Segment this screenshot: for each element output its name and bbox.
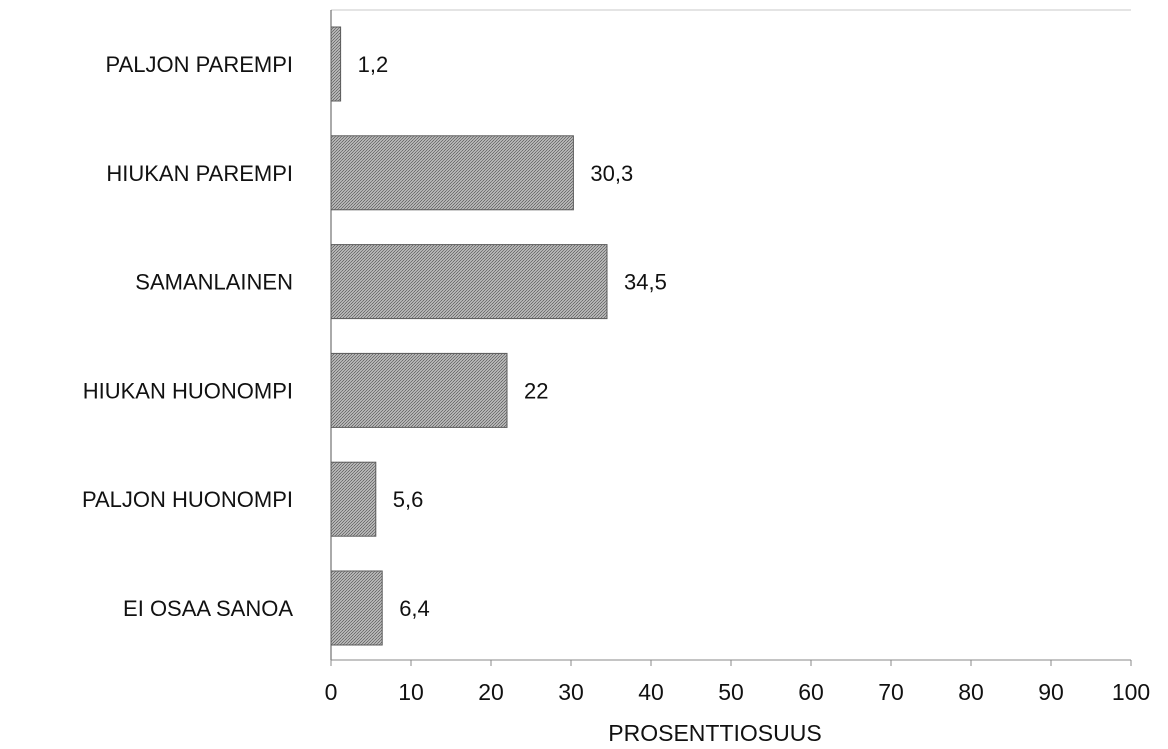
x-tick-label: 30 — [558, 679, 584, 705]
x-axis-title: PROSENTTIOSUUS — [608, 720, 821, 746]
data-label: 34,5 — [624, 270, 667, 295]
x-tick-label: 40 — [638, 679, 664, 705]
x-tick-label: 60 — [798, 679, 824, 705]
x-tick-label: 10 — [398, 679, 424, 705]
data-label: 30,3 — [590, 161, 633, 186]
data-label: 5,6 — [393, 487, 424, 512]
category-label: PALJON HUONOMPI — [82, 487, 293, 512]
bar — [330, 461, 377, 537]
data-label: 1,2 — [358, 52, 389, 77]
x-tick-label: 50 — [718, 679, 744, 705]
x-tick-labels: 0 10 20 30 40 50 60 70 80 90 100 — [325, 660, 1150, 705]
category-label: PALJON PAREMPI — [106, 52, 293, 77]
x-tick-label: 70 — [878, 679, 904, 705]
x-tick-label: 90 — [1038, 679, 1064, 705]
category-label: HIUKAN PAREMPI — [106, 161, 293, 186]
bar — [330, 244, 608, 320]
data-label: 6,4 — [399, 596, 430, 621]
data-label: 22 — [524, 378, 548, 403]
x-tick-label: 20 — [478, 679, 504, 705]
x-tick-label: 0 — [325, 679, 338, 705]
x-tick-label: 100 — [1112, 679, 1150, 705]
bar — [330, 26, 342, 102]
category-label: HIUKAN HUONOMPI — [83, 378, 293, 403]
bar — [330, 570, 383, 646]
category-label: SAMANLAINEN — [135, 270, 293, 295]
category-labels: PALJON PAREMPI HIUKAN PAREMPI SAMANLAINEN H… — [82, 52, 293, 621]
category-label: EI OSAA SANOA — [123, 596, 293, 621]
bars-group — [330, 26, 608, 646]
bar — [330, 352, 508, 428]
bar — [330, 135, 574, 211]
x-tick-label: 80 — [958, 679, 984, 705]
plot-frame — [330, 9, 1131, 661]
data-labels: 1,2 30,3 34,5 22 5,6 6,4 — [358, 52, 667, 621]
